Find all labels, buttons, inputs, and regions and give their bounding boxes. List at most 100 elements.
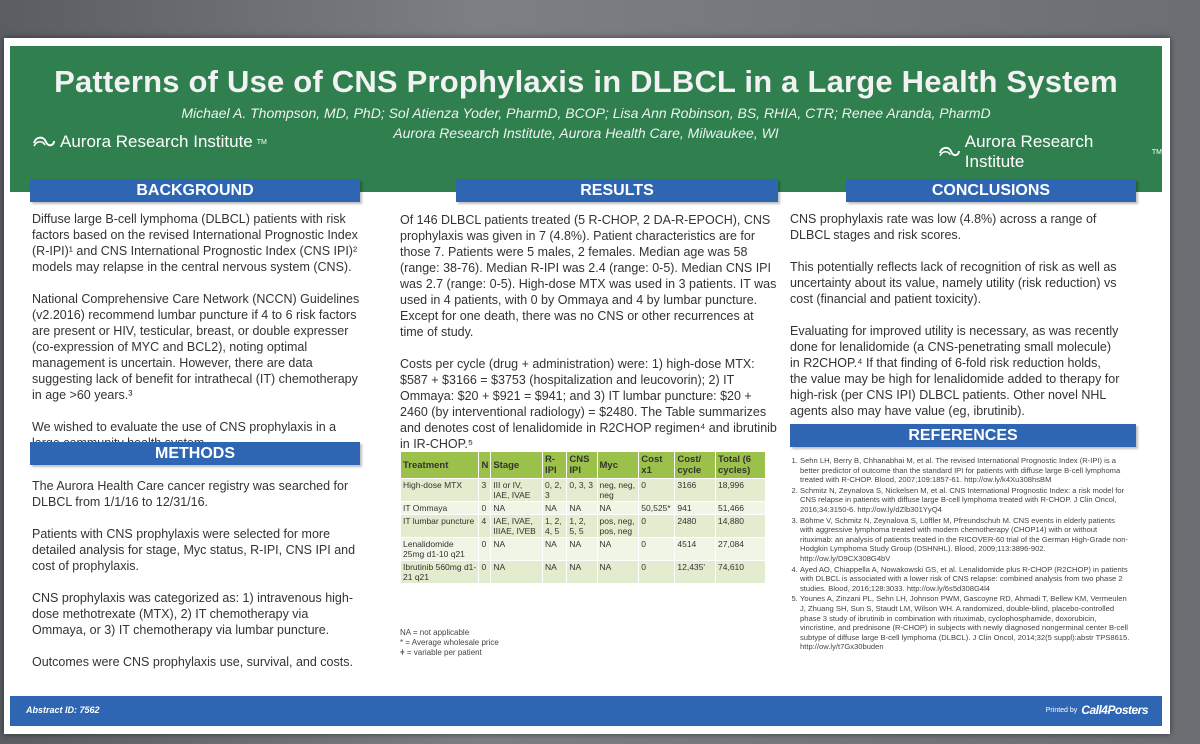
poster-header: Patterns of Use of CNS Prophylaxis in DL…: [10, 46, 1162, 192]
table-header: R-IPI: [541, 451, 568, 479]
background-p1: Diffuse large B-cell lymphoma (DLBCL) pa…: [32, 212, 358, 274]
table-header: CNS IPI: [566, 451, 598, 479]
references-heading: REFERENCES: [790, 424, 1136, 447]
table-row: Lenalidomide 25mg d1-10 q21 0 NA NA NA NA 0 451…: [399, 537, 766, 561]
table-cell: NA: [490, 501, 543, 515]
methods-p4: Outcomes were CNS prophylaxis use, survi…: [32, 655, 353, 669]
table-header: Treatment: [399, 451, 480, 479]
abstract-id: Abstract ID: 7562: [26, 705, 100, 715]
table-cell: NA: [596, 537, 640, 561]
results-heading: RESULTS: [456, 179, 778, 202]
table-cell: NA: [490, 537, 543, 561]
table-cell: 14,880: [715, 514, 766, 538]
table-cell: 2480: [674, 514, 717, 538]
logo-text: Aurora Research Institute: [60, 132, 253, 151]
reference-item: Schmitz N, Zeynalova S, Nickelsen M, et …: [800, 486, 1130, 515]
aurora-swirl-icon: [938, 146, 960, 157]
results-p1: Of 146 DLBCL patients treated (5 R-CHOP,…: [400, 213, 777, 339]
table-cell: neg, neg, neg: [596, 478, 640, 502]
table-cell: 4: [478, 514, 492, 538]
poster-title: Patterns of Use of CNS Prophylaxis in DL…: [54, 64, 1118, 99]
table-cell: 27,084: [715, 537, 766, 561]
table-cell: 0: [478, 560, 492, 584]
table-cell: 0: [478, 501, 492, 515]
table-row: IT Ommaya 0 NA NA NA NA 50,525* 941 51,466: [399, 501, 766, 515]
table-header: Myc: [596, 451, 640, 479]
table-note: ǂ = variable per patient: [400, 648, 482, 657]
reference-item: Böhme V, Schmitz N, Zeynalova S, Löffler…: [800, 516, 1130, 564]
conclusions-p1: CNS prophylaxis rate was low (4.8%) acro…: [790, 212, 1097, 242]
table-cell: 0: [638, 560, 676, 584]
table-cell: Lenalidomide 25mg d1-10 q21: [399, 537, 480, 561]
results-section: Of 146 DLBCL patients treated (5 R-CHOP,…: [400, 212, 780, 468]
table-cell: 51,466: [715, 501, 766, 515]
table-cell: 1, 2, 5, 5: [566, 514, 598, 538]
table-header: Cost/ cycle: [674, 451, 717, 479]
table-cell: 74,610: [715, 560, 766, 584]
reference-item: Sehn LH, Berry B, Chhanabhai M, et al. T…: [800, 456, 1130, 485]
aurora-logo-left: Aurora Research Institute TM: [32, 132, 267, 152]
methods-heading: METHODS: [30, 442, 360, 465]
conclusions-p2: This potentially reflects lack of recogn…: [790, 260, 1117, 306]
printer-logo: Call4Posters: [1081, 703, 1148, 717]
table-header: Total (6 cycles): [715, 451, 766, 479]
table-row: Ibrutinib 560mg d1-21 q21 0 NA NA NA NA 0 12,43…: [399, 560, 766, 584]
aurora-swirl-icon: [33, 136, 55, 147]
table-cell: NA: [596, 560, 640, 584]
conclusions-p3: Evaluating for improved utility is neces…: [790, 324, 1120, 418]
reference-item: Younes A, Zinzani PL, Sehn LH, Johnson P…: [800, 594, 1130, 652]
table-header: Cost x1: [638, 451, 676, 479]
background-section: Diffuse large B-cell lymphoma (DLBCL) pa…: [32, 211, 362, 467]
table-cell: pos, neg, pos, neg: [596, 514, 640, 538]
table-cell: 12,435': [674, 560, 717, 584]
poster: Patterns of Use of CNS Prophylaxis in DL…: [4, 38, 1170, 734]
table-cell: 0, 3, 3: [566, 478, 598, 502]
table-cell: IT Ommaya: [399, 501, 480, 515]
cost-table: Treatment N Stage R-IPI CNS IPI Myc Cost…: [399, 451, 766, 584]
table-cell: 1, 2, 4, 5: [541, 514, 568, 538]
table-cell: Ibrutinib 560mg d1-21 q21: [399, 560, 480, 584]
background-p2: National Comprehensive Care Network (NCC…: [32, 292, 360, 402]
logo-text: Aurora Research Institute: [964, 132, 1094, 171]
table-cell: III or IV, IAE, IVAE: [490, 478, 543, 502]
table-cell: NA: [566, 501, 598, 515]
poster-footer: Abstract ID: 7562 Printed by Call4Poster…: [10, 696, 1162, 726]
table-cell: 0: [638, 514, 676, 538]
table-note: NA = not applicable: [400, 628, 470, 637]
table-cell: High-dose MTX: [399, 478, 480, 502]
table-cell: NA: [541, 560, 568, 584]
table-cell: NA: [596, 501, 640, 515]
table-cell: NA: [490, 560, 543, 584]
table-row: High-dose MTX 3 III or IV, IAE, IVAE 0, 2, …: [399, 478, 766, 502]
table-cell: NA: [566, 560, 598, 584]
table-row: IT lumbar puncture 4 IAE, IVAE, IIIAE, IVE…: [399, 514, 766, 538]
table-header: Stage: [490, 451, 543, 479]
table-cell: 3: [478, 478, 492, 502]
conclusions-section: CNS prophylaxis rate was low (4.8%) acro…: [790, 211, 1120, 435]
references-list: Sehn LH, Berry B, Chhanabhai M, et al. T…: [790, 456, 1130, 653]
table-header-row: Treatment N Stage R-IPI CNS IPI Myc Cost…: [399, 451, 766, 479]
table-cell: 3166: [674, 478, 717, 502]
authors: Michael A. Thompson, MD, PhD; Sol Atienz…: [181, 105, 991, 121]
table-cell: 18,996: [715, 478, 766, 502]
methods-p1: The Aurora Health Care cancer registry w…: [32, 479, 349, 509]
table-cell: 0: [478, 537, 492, 561]
background-heading: BACKGROUND: [30, 179, 360, 202]
table-notes: NA = not applicable * = Average wholesal…: [400, 628, 499, 658]
affiliation: Aurora Research Institute, Aurora Health…: [393, 125, 779, 141]
table-cell: 0, 2, 3: [541, 478, 568, 502]
table-note: * = Average wholesale price: [400, 638, 499, 647]
table-cell: 0: [638, 478, 676, 502]
methods-section: The Aurora Health Care cancer registry w…: [32, 478, 362, 686]
reference-item: Ayed AO, Chiappella A, Nowakowski GS, et…: [800, 565, 1130, 594]
aurora-logo-right: Aurora Research Institute TM: [938, 132, 1162, 172]
table-cell: NA: [541, 537, 568, 561]
table-cell: 4514: [674, 537, 717, 561]
printed-by-label: Printed by: [1045, 706, 1078, 714]
table-cell: 941: [674, 501, 717, 515]
table-cell: IAE, IVAE, IIIAE, IVEB: [490, 514, 543, 538]
table-cell: NA: [541, 501, 568, 515]
printed-by: Printed by Call4Posters: [1045, 703, 1149, 717]
logo-tm: TM: [1151, 148, 1162, 156]
table-cell: 0: [638, 537, 676, 561]
